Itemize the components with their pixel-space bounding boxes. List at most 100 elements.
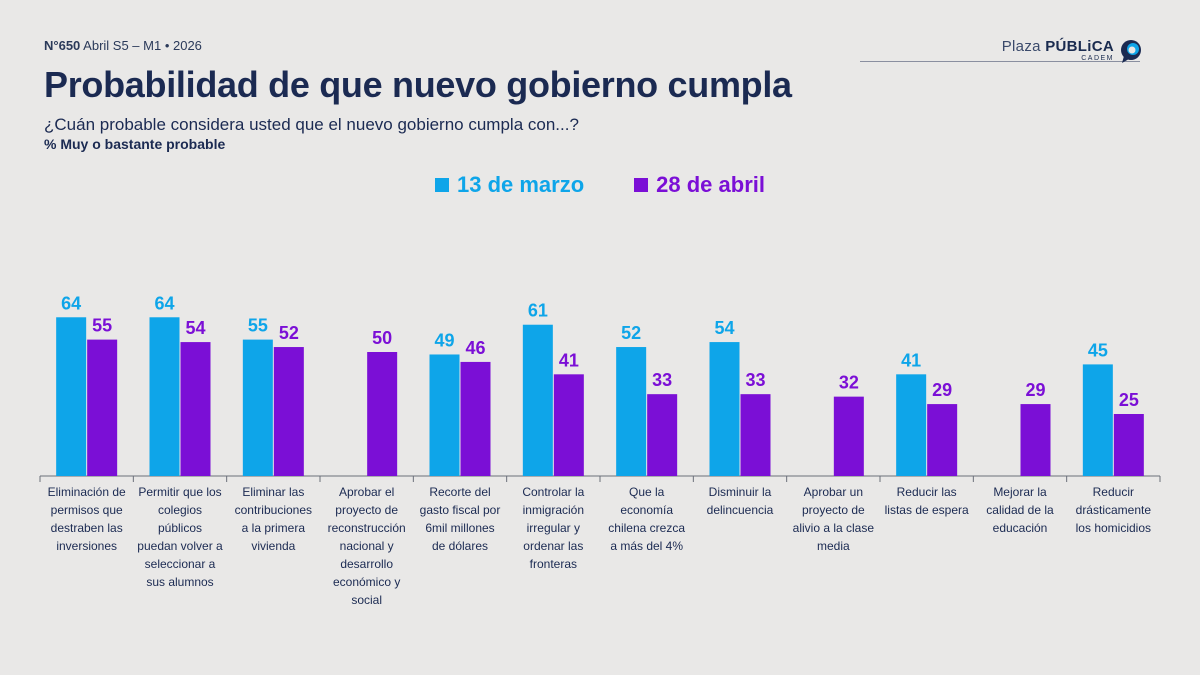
category-label-line: contribuciones [235,503,312,517]
bar-marzo [242,339,273,476]
category-label: Eliminar las contribuciones a la primera vi… [235,485,312,553]
category-label-line: listas de espera [885,503,969,517]
category-label: Reducir drásticamente los homicidios [1076,485,1152,535]
category-label-line: fronteras [530,557,577,571]
data-label-marzo: 54 [714,318,734,338]
bar-marzo [616,347,647,476]
bar-marzo [709,342,740,476]
category-label-line: educación [993,521,1048,535]
data-label-abril: 50 [372,328,392,348]
bar-abril [927,404,958,476]
category-label-line: económico y [333,575,400,589]
bar-abril [553,374,584,476]
category-label-line: economía [620,503,673,517]
data-label-abril: 33 [652,370,672,390]
data-label-marzo: 61 [528,301,548,321]
data-label-abril: 55 [92,316,112,336]
survey-number: N°650 [44,38,81,53]
category-label-line: Controlar la [522,485,584,499]
category-label-line: desarrollo [340,557,393,571]
data-label-abril: 33 [745,370,765,390]
survey-meta: N°650 Abril S5 – M1 • 2026 [44,38,202,53]
bar-abril [1020,404,1051,476]
bar-abril [180,342,211,476]
bar-abril [740,394,771,476]
bar-abril [367,352,398,476]
logo-text-plaza: Plaza [1001,38,1046,55]
category-label-line: calidad de la [986,503,1054,517]
category-label-line: inmigración [523,503,584,517]
question-subtitle: ¿Cuán probable considera usted que el nu… [44,115,579,134]
legend-label-marzo: 13 de marzo [456,172,585,197]
category-label: Eliminación de permisos que destraben las i… [48,485,126,553]
data-label-marzo: 45 [1088,340,1108,360]
category-label-line: a la primera [242,521,306,535]
legend-swatch-marzo [434,178,449,192]
category-label-line: seleccionar a [145,557,216,571]
legend-label-abril: 28 de abril [656,172,765,197]
legend-swatch-abril [634,178,649,192]
category-label-line: delincuencia [707,503,774,517]
bar-abril [1113,414,1144,476]
category-label-line: reconstrucción [328,521,406,535]
bar-marzo [522,324,553,476]
header-rule [860,61,1140,62]
category-label-line: chilena crezca [608,521,685,535]
bar-abril [460,361,491,476]
category-label: Reducir las listas de espera [885,485,969,517]
legend-item-marzo: 13 de marzo [434,172,585,198]
bar-abril [273,347,304,476]
category-label-line: Eliminación de [48,485,126,499]
category-label-line: los homicidios [1076,521,1151,535]
speech-bubble-logo-icon [1121,40,1141,63]
category-label-line: públicos [158,521,202,535]
category-label-line: nacional y [340,539,394,553]
category-label-line: a más del 4% [610,539,683,553]
category-label: Disminuir la delincuencia [707,485,774,517]
category-label-line: Reducir [1093,485,1134,499]
chart-legend: 13 de marzo 28 de abril [0,172,1200,198]
logo-text-publica: PÚBLiCA [1045,38,1114,55]
bar-abril [647,394,678,476]
category-label-line: proyecto de [335,503,398,517]
data-label-marzo: 41 [901,350,921,370]
bar-abril [87,339,118,476]
category-label-line: Disminuir la [709,485,772,499]
logo-text-cadem: CADEM [1081,55,1114,62]
category-label-line: Recorte del [429,485,490,499]
bar-marzo [149,317,180,476]
category-label-line: destraben las [51,521,123,535]
category-label: Aprobar un proyecto de alivio a la clase me… [793,485,875,553]
data-label-abril: 46 [465,338,485,358]
category-label-line: de dólares [432,539,488,553]
category-label-line: irregular y [527,521,580,535]
data-label-abril: 29 [932,380,952,400]
category-label-line: gasto fiscal por [420,503,501,517]
data-label-marzo: 64 [61,293,81,313]
data-label-abril: 25 [1119,390,1139,410]
category-label-line: permisos que [51,503,123,517]
category-label-line: Aprobar el [339,485,394,499]
category-label: Mejorar la calidad de la educación [986,485,1054,535]
data-label-abril: 41 [559,350,579,370]
category-label-line: Mejorar la [993,485,1047,499]
category-label: Que la economía chilena crezca a más del 4% [608,485,685,553]
data-label-abril: 32 [839,373,859,393]
page-title: Probabilidad de que nuevo gobierno cumpl… [44,64,792,105]
data-label-marzo: 64 [154,293,174,313]
category-label-line: colegios [158,503,202,517]
bar-marzo [1082,364,1113,476]
category-label-line: ordenar las [523,539,583,553]
legend-item-abril: 28 de abril [634,172,765,198]
plaza-publica-logo: Plaza PÚBLiCA CADEM [1002,38,1144,64]
category-label-line: drásticamente [1076,503,1152,517]
data-label-abril: 29 [1025,380,1045,400]
category-label-line: social [351,593,382,607]
data-label-marzo: 55 [248,316,268,336]
survey-date: Abril S5 – M1 • 2026 [80,38,202,53]
bar-abril [833,396,864,476]
category-label-line: puedan volver a [137,539,223,553]
category-label-line: Reducir las [897,485,957,499]
category-label-line: alivio a la clase [793,521,875,535]
